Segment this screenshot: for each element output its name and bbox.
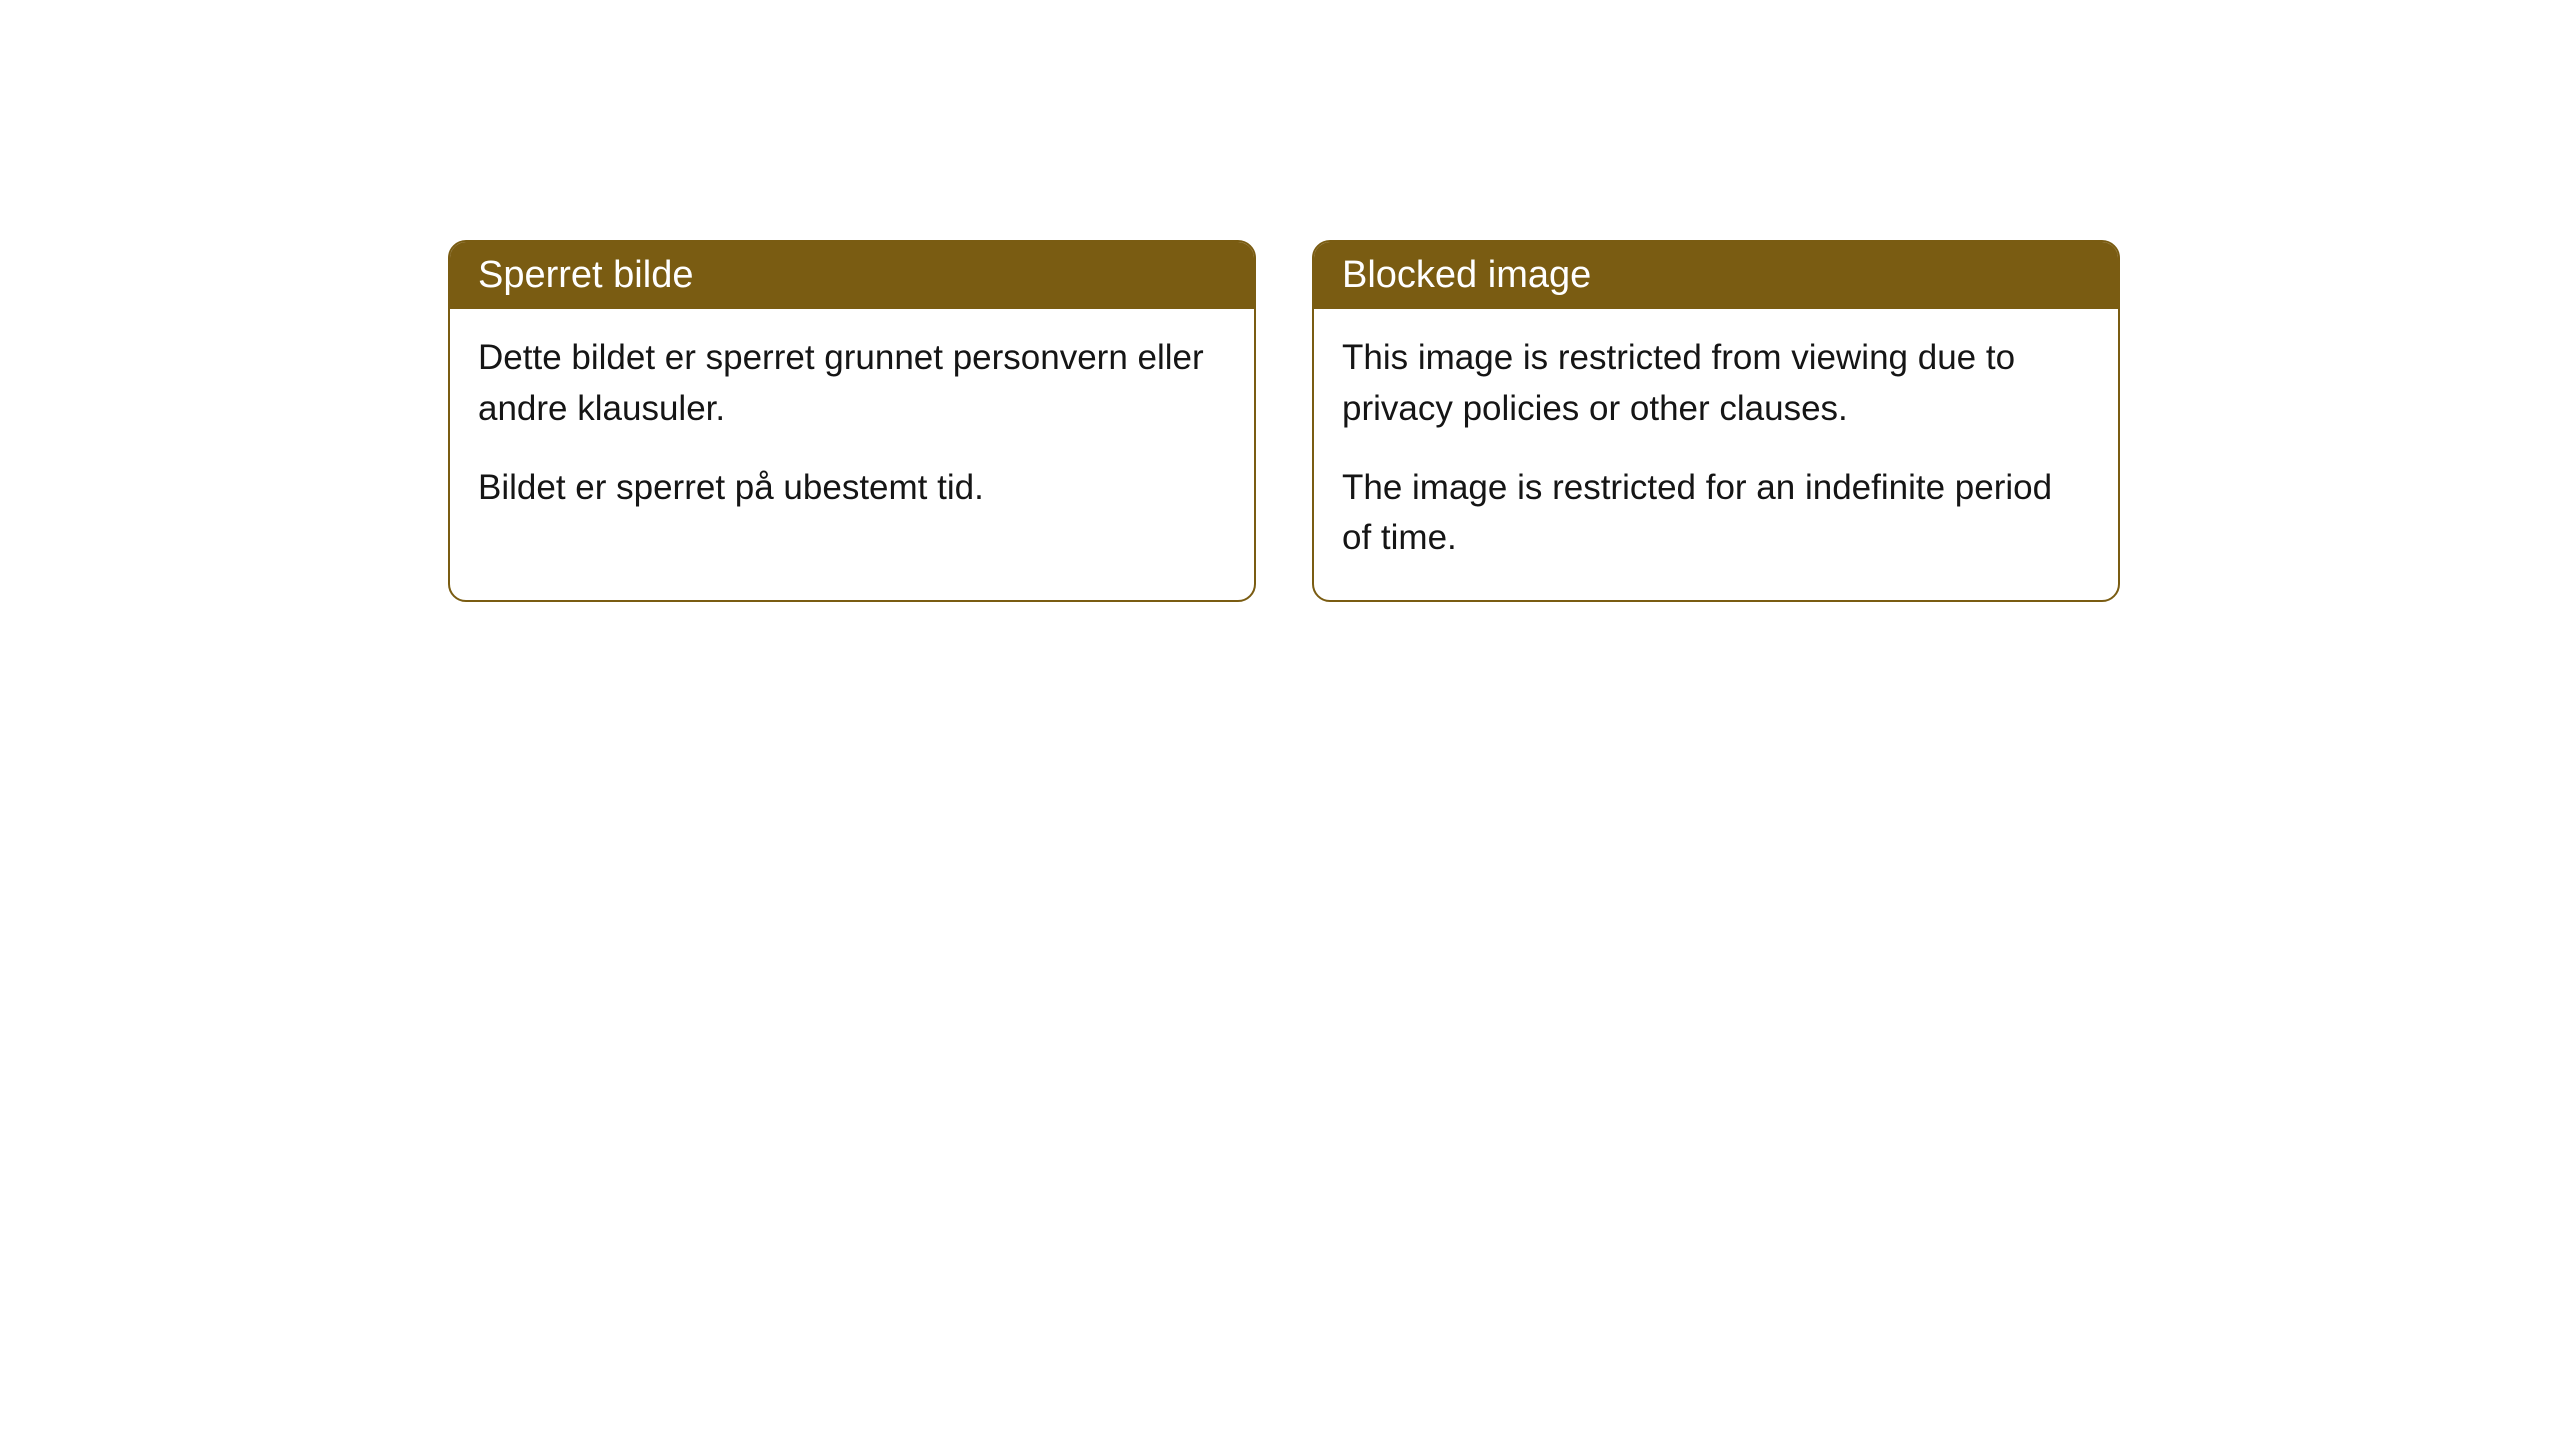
card-paragraph: Dette bildet er sperret grunnet personve… — [478, 333, 1226, 435]
notice-card-english: Blocked image This image is restricted f… — [1312, 240, 2120, 602]
card-title: Sperret bilde — [478, 254, 693, 296]
card-body: This image is restricted from viewing du… — [1314, 309, 2118, 600]
card-paragraph: The image is restricted for an indefinit… — [1342, 463, 2090, 565]
card-paragraph: This image is restricted from viewing du… — [1342, 333, 2090, 435]
notice-container: Sperret bilde Dette bildet er sperret gr… — [448, 240, 2120, 602]
card-header: Sperret bilde — [450, 242, 1254, 309]
card-header: Blocked image — [1314, 242, 2118, 309]
card-title: Blocked image — [1342, 254, 1591, 296]
card-body: Dette bildet er sperret grunnet personve… — [450, 309, 1254, 549]
card-paragraph: Bildet er sperret på ubestemt tid. — [478, 463, 1226, 514]
notice-card-norwegian: Sperret bilde Dette bildet er sperret gr… — [448, 240, 1256, 602]
